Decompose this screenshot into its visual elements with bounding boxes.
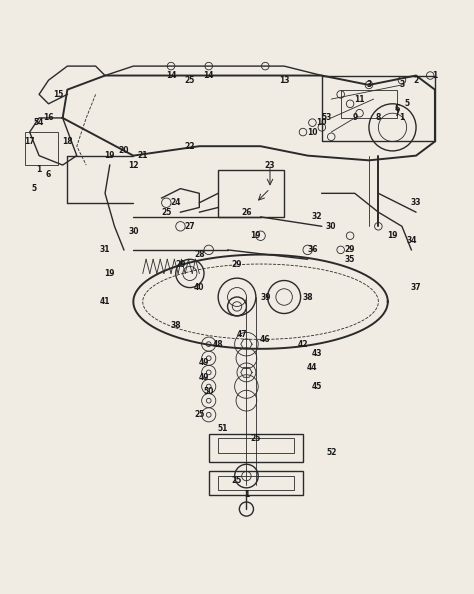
Text: 25: 25 xyxy=(185,76,195,85)
Text: 25: 25 xyxy=(251,434,261,443)
Text: 33: 33 xyxy=(411,198,421,207)
Text: 54: 54 xyxy=(34,118,44,127)
Text: 45: 45 xyxy=(312,382,322,391)
Text: 52: 52 xyxy=(326,448,337,457)
Text: 25: 25 xyxy=(232,476,242,485)
Text: 5: 5 xyxy=(404,99,409,108)
Text: 32: 32 xyxy=(312,213,322,222)
Text: 30: 30 xyxy=(326,222,337,231)
Text: 25: 25 xyxy=(194,410,204,419)
Text: 40: 40 xyxy=(194,283,205,292)
Text: 18: 18 xyxy=(62,137,73,146)
Text: 19: 19 xyxy=(251,231,261,240)
Text: 21: 21 xyxy=(137,151,148,160)
Bar xyxy=(25,132,58,165)
Text: 16: 16 xyxy=(43,113,54,122)
Text: 49: 49 xyxy=(199,372,209,381)
Text: 31: 31 xyxy=(100,245,110,254)
Text: 19: 19 xyxy=(105,269,115,278)
Text: 9: 9 xyxy=(352,113,357,122)
Text: 1: 1 xyxy=(399,113,404,122)
Text: 37: 37 xyxy=(411,283,421,292)
Text: 44: 44 xyxy=(307,363,318,372)
Text: 17: 17 xyxy=(24,137,35,146)
Text: 22: 22 xyxy=(185,142,195,151)
Text: 35: 35 xyxy=(345,255,356,264)
Text: 10: 10 xyxy=(317,118,327,127)
Text: 23: 23 xyxy=(265,160,275,169)
Text: 51: 51 xyxy=(218,425,228,434)
Bar xyxy=(209,472,303,495)
Text: 47: 47 xyxy=(237,330,247,339)
Text: 3: 3 xyxy=(399,80,404,90)
Text: 38: 38 xyxy=(302,292,313,302)
Text: 48: 48 xyxy=(213,340,223,349)
Text: 5: 5 xyxy=(32,184,37,193)
Text: 53: 53 xyxy=(321,113,332,122)
Text: 19: 19 xyxy=(387,231,398,240)
Text: 14: 14 xyxy=(203,71,214,80)
Text: 42: 42 xyxy=(298,340,308,349)
Text: 12: 12 xyxy=(128,160,138,169)
Text: 2: 2 xyxy=(413,76,419,85)
Text: 20: 20 xyxy=(118,147,129,156)
Bar xyxy=(341,90,397,118)
Text: 34: 34 xyxy=(406,236,417,245)
Text: 29: 29 xyxy=(232,260,242,268)
Text: 6: 6 xyxy=(394,104,400,113)
Text: 26: 26 xyxy=(241,208,252,217)
Text: 50: 50 xyxy=(203,387,214,396)
Text: 13: 13 xyxy=(279,76,289,85)
Text: 46: 46 xyxy=(260,335,271,344)
Bar xyxy=(218,170,284,217)
Text: 27: 27 xyxy=(184,222,195,231)
Text: 43: 43 xyxy=(312,349,322,358)
Bar xyxy=(209,434,303,462)
Text: 8: 8 xyxy=(376,113,381,122)
Text: 24: 24 xyxy=(171,198,181,207)
Text: 6: 6 xyxy=(46,170,51,179)
Text: 15: 15 xyxy=(53,90,63,99)
Text: 3: 3 xyxy=(366,80,372,90)
Text: 36: 36 xyxy=(307,245,318,254)
Text: 29: 29 xyxy=(175,260,186,268)
Text: 39: 39 xyxy=(260,292,271,302)
Text: 29: 29 xyxy=(345,245,356,254)
Text: 10: 10 xyxy=(307,128,318,137)
Text: 7: 7 xyxy=(394,109,400,118)
Text: 41: 41 xyxy=(100,297,110,307)
Text: 38: 38 xyxy=(171,321,181,330)
Text: 49: 49 xyxy=(199,358,209,368)
Text: 1: 1 xyxy=(36,165,42,174)
Text: 11: 11 xyxy=(354,94,365,103)
Bar xyxy=(218,438,293,453)
Text: 25: 25 xyxy=(161,208,172,217)
Text: 1: 1 xyxy=(244,491,249,500)
Text: 28: 28 xyxy=(194,250,205,259)
Bar xyxy=(218,476,293,490)
Text: 19: 19 xyxy=(105,151,115,160)
Text: 30: 30 xyxy=(128,226,138,236)
Text: 1: 1 xyxy=(432,71,438,80)
Text: 14: 14 xyxy=(166,71,176,80)
